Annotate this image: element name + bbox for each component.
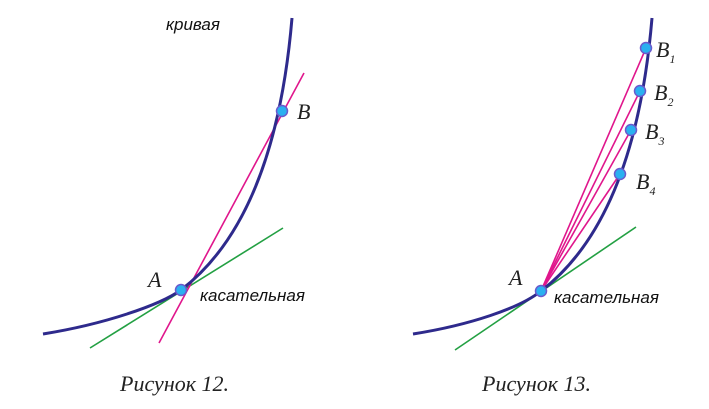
secant-line-b2 xyxy=(540,90,641,292)
secant-line-b1 xyxy=(540,47,647,292)
caption-figure-12: Рисунок 12. xyxy=(119,371,229,396)
figure-12: кривая B A касательная Рисунок 12. xyxy=(42,15,310,396)
curve-label: кривая xyxy=(166,15,220,34)
point-b2 xyxy=(633,84,647,98)
point-a xyxy=(534,284,548,298)
point-b4 xyxy=(613,167,627,181)
point-b2-label: B2 xyxy=(654,80,673,109)
point-b3-label: B3 xyxy=(645,119,664,148)
secant-line-b4 xyxy=(540,173,621,292)
curve xyxy=(412,17,654,336)
tangent-label: касательная xyxy=(554,288,659,307)
figure-13: B1 B2 B3 B4 A касательная Рисунок 13. xyxy=(412,17,675,396)
point-a-label: A xyxy=(146,267,162,292)
curve xyxy=(42,17,294,336)
point-b1 xyxy=(639,41,653,55)
tangent-label: касательная xyxy=(200,286,305,305)
secant-line-b3 xyxy=(540,129,632,292)
point-b-label: B xyxy=(297,99,310,124)
point-b4-label: B4 xyxy=(636,169,655,198)
point-b1-label: B1 xyxy=(656,37,675,66)
point-b xyxy=(275,104,289,118)
point-a-label: A xyxy=(507,265,523,290)
secant-line xyxy=(158,72,305,344)
point-a xyxy=(174,283,188,297)
point-b3 xyxy=(624,123,638,137)
caption-figure-13: Рисунок 13. xyxy=(481,371,591,396)
